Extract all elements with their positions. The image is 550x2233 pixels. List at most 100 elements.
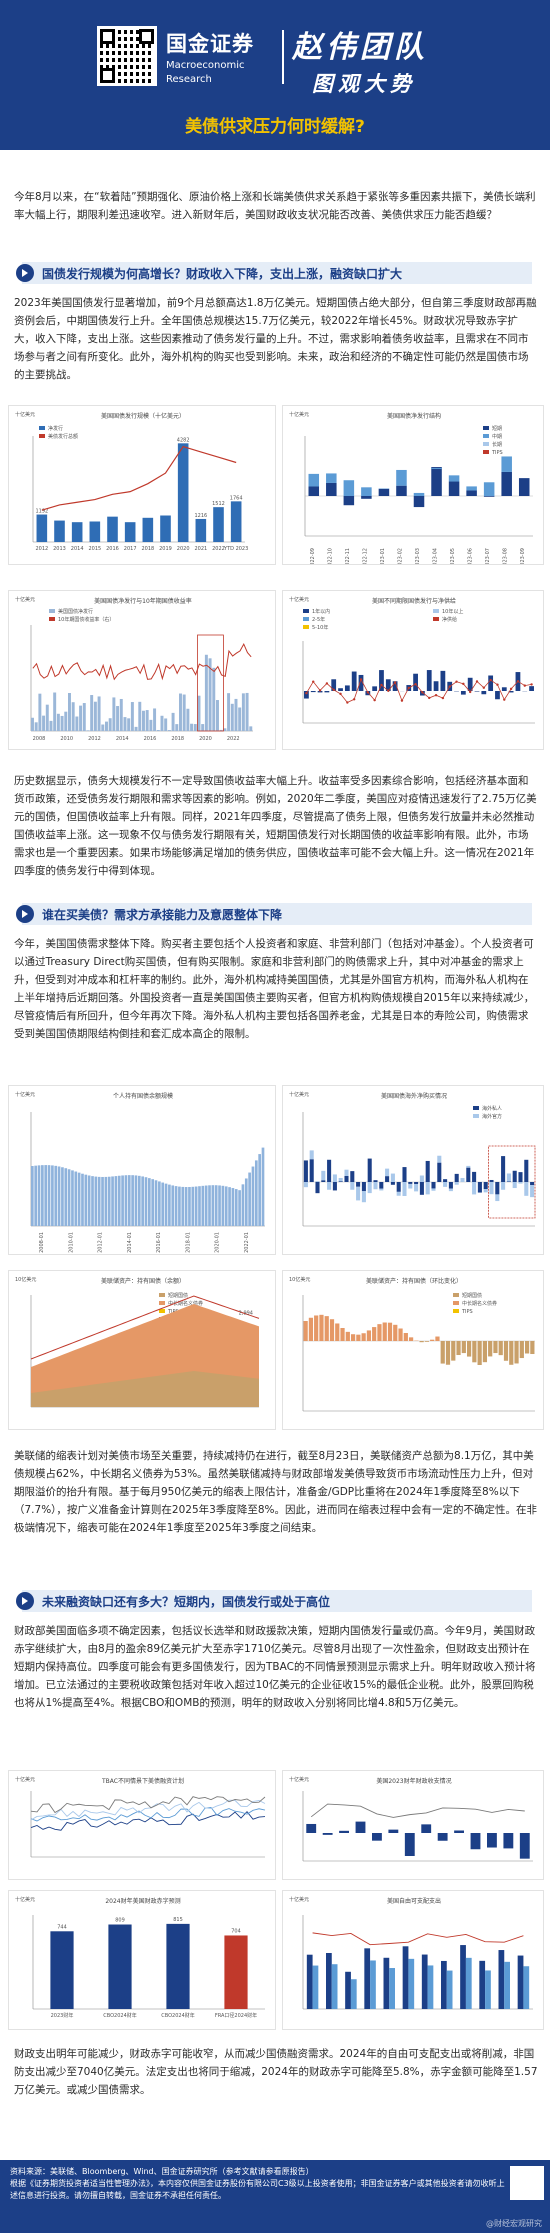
point	[359, 678, 363, 681]
chart-individual-holdings: 十亿美元 个人持有国债余额规模 2008-01 2010-01 2012-01 2014-…	[8, 1085, 276, 1255]
data-label: 1192	[35, 509, 48, 515]
legend-label: TIPS	[461, 1309, 473, 1315]
bar	[331, 1964, 338, 2009]
chart-fed-holdings-change: 10亿美元 美联储资产：持有国债（环比变化） 短期国债 中长期名义债券 TIPS	[282, 1270, 544, 1430]
section-3-paragraph-2: 财政支出明年可能减少，财政赤字可能收窄，从而减少国债融资需求。2024年的自由可…	[14, 2048, 538, 2096]
series-line	[306, 678, 532, 704]
series-line	[41, 445, 237, 511]
tick-label: YTD 2023	[223, 546, 248, 552]
bar	[470, 1833, 481, 1850]
footer-qr-icon	[510, 2166, 544, 2200]
bar	[361, 496, 372, 499]
bar	[509, 1341, 514, 1365]
legend-swatch	[303, 609, 309, 613]
bar	[213, 507, 224, 542]
chart-title: 美国自由可支配支出	[387, 1897, 441, 1905]
bar	[151, 1179, 155, 1226]
point	[496, 683, 499, 686]
bar	[425, 1182, 430, 1195]
bar	[483, 496, 495, 497]
bar	[419, 1341, 424, 1343]
bar	[154, 1180, 158, 1226]
bar	[315, 1182, 320, 1194]
bar	[523, 1966, 530, 2009]
bar	[487, 1833, 497, 1848]
bar	[373, 1180, 378, 1182]
point	[305, 691, 308, 695]
chart-title: 2024财年美国财政赤字预测	[105, 1897, 180, 1905]
bar	[431, 467, 442, 496]
bar	[108, 1924, 132, 2009]
bar	[321, 1170, 326, 1181]
legend-label: 美债发行总额	[48, 433, 78, 440]
bar	[315, 1181, 320, 1182]
bar	[75, 716, 79, 731]
legend-swatch	[159, 1301, 165, 1305]
bar	[396, 1191, 401, 1196]
bar	[493, 1341, 498, 1354]
tick-label: 2023-02	[397, 548, 403, 565]
section-heading-text: 谁在买美债？需求方承接能力及意愿整体下降	[42, 908, 283, 922]
bar	[413, 496, 425, 508]
bar	[388, 1829, 399, 1833]
bar	[174, 1186, 178, 1226]
bar	[431, 1188, 436, 1191]
bar	[461, 1341, 466, 1354]
bar	[393, 1324, 398, 1341]
area-series	[31, 1370, 259, 1407]
bar	[340, 1328, 345, 1341]
bar	[208, 1185, 211, 1226]
chart-foreign-purchases: 十亿美元 美国国债海外净购买情况 海外私人 海外官方	[282, 1085, 544, 1255]
section-heading-2: 谁在买美债？需求方承接能力及意愿整体下降	[16, 903, 532, 925]
bar	[97, 696, 101, 731]
bar	[361, 1333, 366, 1341]
legend-label: 海外官方	[482, 1113, 502, 1120]
bar	[398, 1328, 403, 1341]
bar	[114, 1176, 118, 1226]
bar	[82, 703, 86, 731]
brand-en-1: Macroeconomic	[166, 60, 245, 71]
bar	[219, 729, 223, 731]
bar	[303, 1182, 308, 1188]
bar	[451, 1341, 456, 1361]
bar	[81, 1173, 84, 1226]
chart-net-issuance-structure: 十亿美元 美国国债净发行结构 短期 中期 长期 TIPS 2022-09 2022-10 202…	[282, 405, 544, 565]
legend-swatch	[483, 426, 489, 430]
bar	[212, 667, 216, 731]
series-line	[30, 1796, 266, 1814]
bar	[119, 698, 123, 731]
bar	[161, 1182, 165, 1226]
tick-label: 2012	[88, 736, 101, 742]
bar	[440, 670, 446, 691]
bar	[248, 1172, 251, 1226]
bar	[338, 1177, 343, 1182]
footer-source: 资料来源：美联储、Bloomberg、Wind、国金证券研究所（参考文献请参看原…	[10, 2166, 510, 2202]
bar	[530, 1182, 535, 1186]
legend-swatch	[483, 442, 489, 446]
tick-label: 2023-01	[380, 548, 386, 565]
bar	[184, 1187, 188, 1226]
bar	[324, 1316, 329, 1341]
bar	[64, 711, 68, 731]
bar	[385, 1176, 390, 1182]
point	[475, 680, 479, 683]
bar	[303, 1321, 308, 1341]
bar	[204, 654, 208, 731]
legend-label: TIPS	[167, 1309, 179, 1315]
tick-label: 2012-01	[98, 1232, 104, 1253]
bar	[158, 1181, 161, 1226]
bar	[87, 1175, 91, 1226]
bar	[156, 730, 160, 731]
bar	[131, 1175, 134, 1226]
bar	[38, 693, 42, 731]
qr-code-icon	[97, 26, 157, 86]
bar	[254, 1160, 258, 1226]
bar	[238, 1190, 241, 1226]
legend-swatch	[39, 434, 45, 438]
bar	[456, 1341, 461, 1356]
bar	[141, 1176, 144, 1226]
section-heading-3: 未来融资缺口还有多大？短期内，国债发行或处于高位	[16, 1590, 532, 1612]
series-line	[310, 1803, 525, 1818]
bar	[378, 488, 390, 496]
point	[455, 680, 458, 683]
